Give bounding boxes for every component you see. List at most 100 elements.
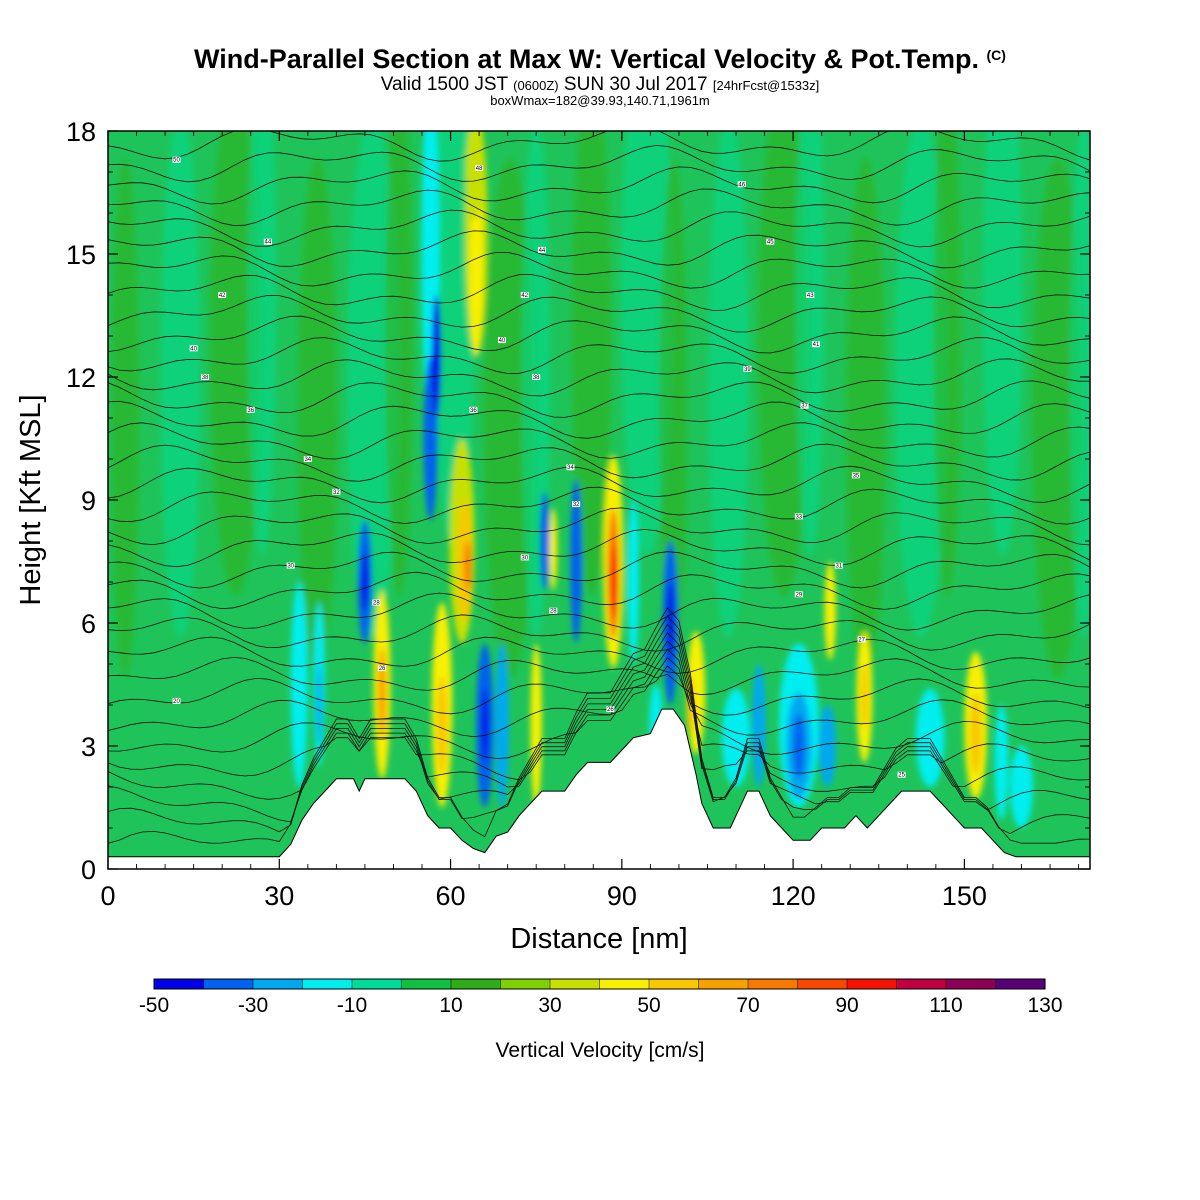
isentrope-label: 32 [572,501,581,508]
x-tick-label: 30 [264,881,294,911]
x-tick-label: 90 [607,881,637,911]
velocity-cell [994,705,1009,820]
isentrope-line [108,592,1090,631]
velocity-cell [290,582,308,787]
colorbar-segment [896,978,947,990]
isentrope-label: 42 [218,292,227,299]
isentrope-label-bg [532,374,541,380]
isentrope-label: 42 [520,292,529,299]
velocity-band [297,158,338,678]
isentrope-line [108,337,1090,374]
isentrope-label-text: 28 [550,609,557,615]
isentrope-label: 20 [172,697,181,705]
velocity-cell [627,500,639,664]
velocity-cell [666,582,674,664]
velocity-cell [464,541,472,591]
isentrope-label-text: 35 [853,473,860,479]
velocity-cell [378,647,387,738]
x-axis: 0 30 60 90 120 150 [100,131,1080,911]
isentrope-label: 28 [549,607,558,615]
isentrope-label-text: 48 [476,166,483,172]
isentrope-label-text: 44 [539,248,546,254]
velocity-band [1070,131,1090,637]
velocity-cell [721,688,751,787]
y-tick-label: 6 [81,609,96,639]
isentrope-label-text: 41 [813,342,820,348]
isentrope-line [108,486,1090,525]
isentrope-label-text: 27 [858,637,865,643]
chart-title-text: Wind-Parallel Section at Max W: Vertical… [194,44,979,74]
plot-area: 50 48 46 44 44 45 42 42 43 40 40 41 38 38 39 36 36 37 34 34… [108,131,1090,869]
box-info: boxWmax=182@39.93,140.71,1961m [490,93,710,108]
velocity-cell [570,479,582,644]
velocity-cell [824,561,836,660]
isentrope-line [108,632,1090,800]
velocity-band [571,131,612,596]
isentrope-label-bg [172,156,181,163]
isentrope-label-bg [286,562,295,569]
isentrope-label: 48 [475,164,484,172]
isentrope-line [108,648,1090,760]
isentrope-label-text: 34 [567,465,574,471]
colorbar-segment [846,978,898,990]
isentrope-label: 38 [201,374,210,381]
isentrope-label-bg [806,292,815,298]
isentrope-label: 36 [246,406,255,414]
isentrope-label-bg [172,697,181,704]
isentrope-label: 46 [737,181,746,188]
isentrope-label-text: 26 [607,707,614,713]
velocity-band [248,131,277,555]
isentrope-line [108,188,1090,226]
colorbar-label: 110 [929,994,962,1017]
colorbar-label: 130 [1027,994,1062,1017]
isentrope-label-bg [469,406,478,413]
isentrope-label: 26 [378,665,387,672]
isentrope-label-bg [201,374,210,380]
velocity-cell [861,664,868,730]
velocity-cell [970,692,982,775]
velocity-cell [361,553,369,611]
colorbar-segment [945,978,997,990]
colorbar-segment [797,978,848,990]
colorbar-label: -10 [337,994,367,1017]
isentrope-label: 30 [520,554,529,561]
isentrope-label-bg [372,599,381,606]
x-axis-title: Distance [nm] [510,923,687,955]
isentrope-label-bg [851,472,860,479]
isentrope-label-text: 50 [173,158,180,164]
isentrope-label-text: 29 [795,592,802,598]
colorbar-segment [252,978,304,990]
colorbar-label: -50 [139,994,169,1017]
isentrope-label-bg [737,181,746,188]
velocity-cell [316,664,323,746]
velocity-band [385,131,414,596]
chart-title-tag: (C) [986,47,1006,63]
isentrope-label-text: 40 [190,346,197,352]
valid-zulu: (0600Z) [513,78,559,93]
isentrope-label-bg [497,337,506,344]
isentrope-label-bg [520,292,529,298]
isentrope-label: 50 [172,156,181,164]
isentrope-label-bg [246,406,255,413]
isentrope-label: 32 [332,488,341,496]
isentrope-label-bg [897,771,906,778]
isentrope-label-text: 34 [304,457,311,463]
colorbar-segment [450,978,502,990]
isentrope-label-text: 38 [202,375,209,381]
isentrope-label-bg [475,164,484,171]
y-tick-label: 18 [66,117,96,147]
isentrope-line [108,252,1090,289]
velocity-cell [752,664,766,787]
colorbar-segment [747,978,799,990]
isentrope-line [108,551,1090,589]
isentrope-label-text: 38 [533,375,540,381]
isentrope-label: 30 [286,562,295,570]
valid-date: SUN 30 Jul 2017 [563,74,708,95]
isentrope-line [108,465,1090,504]
isentrope-label-bg [332,488,341,495]
isentrope-label-bg [766,238,775,245]
isentrope-label-text: 40 [499,338,506,344]
isentrope-line [108,507,1090,546]
isentrope-label-text: 20 [173,699,180,705]
